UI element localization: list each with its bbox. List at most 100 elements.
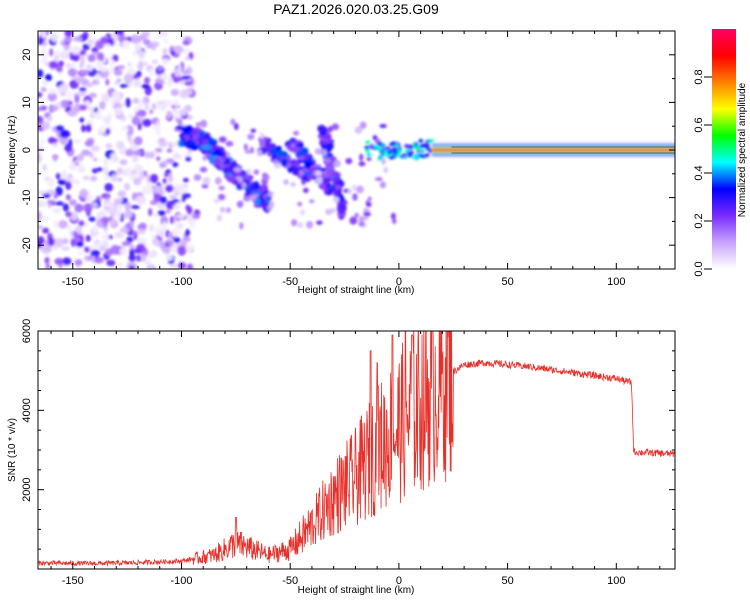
heatmap-cell <box>149 223 154 233</box>
heatmap-cell <box>156 100 166 106</box>
heatmap-cell <box>300 209 305 216</box>
heatmap-cell <box>142 118 152 127</box>
y-tick-label: 4000 <box>21 398 33 422</box>
heatmap-cell <box>255 198 261 206</box>
heatmap-cell <box>359 121 367 130</box>
heatmap-blobs <box>38 31 434 269</box>
heatmap-cell <box>74 259 83 266</box>
heatmap-cell <box>377 142 383 147</box>
heatmap-cell <box>119 83 129 88</box>
heatmap-cell <box>161 58 170 66</box>
heatmap-cell <box>383 149 389 154</box>
heatmap-cell <box>162 47 168 56</box>
heatmap-cell <box>57 85 63 94</box>
heatmap-cell <box>48 88 57 95</box>
heatmap-cell <box>41 31 47 39</box>
x-tick-label: -100 <box>170 276 192 288</box>
heatmap-cell <box>128 254 137 262</box>
heatmap-cell <box>65 194 71 201</box>
heatmap-cell <box>283 179 289 185</box>
heatmap-cell <box>418 138 424 143</box>
heatmap-cell <box>316 220 323 225</box>
heatmap-cell <box>253 184 260 190</box>
heatmap-cell <box>181 192 191 199</box>
heatmap-cell <box>85 123 92 133</box>
heatmap-cell <box>38 69 44 78</box>
heatmap-cell <box>253 169 260 175</box>
heatmap-cell <box>76 154 84 162</box>
heatmap-cell <box>119 247 128 256</box>
heatmap-cell <box>134 43 143 52</box>
heatmap-cell <box>181 47 190 54</box>
heatmap-cell <box>158 229 165 238</box>
heatmap-cell <box>149 173 159 184</box>
heatmap-cell <box>175 125 185 130</box>
heatmap-cell <box>38 154 42 164</box>
heatmap-cell <box>113 103 123 108</box>
heatmap-cell <box>49 48 54 57</box>
heatmap-cell <box>366 152 372 157</box>
heatmap-cell <box>392 218 397 224</box>
heatmap-cell <box>116 77 122 83</box>
heatmap-cell <box>293 130 300 136</box>
heatmap-cell <box>148 151 155 159</box>
heatmap-cell <box>233 166 242 173</box>
heatmap-cell <box>151 103 157 110</box>
heatmap-cell <box>162 159 168 166</box>
x-tick-label: 50 <box>501 575 513 587</box>
heatmap-cell <box>38 115 44 125</box>
heatmap-cell <box>170 88 180 97</box>
heatmap-cell <box>38 262 42 268</box>
heatmap-cell <box>250 128 257 133</box>
heatmap-cell <box>269 147 277 156</box>
heatmap-cell <box>156 156 161 162</box>
heatmap-cell <box>214 177 222 185</box>
heatmap-cell <box>138 99 143 109</box>
heatmap-cell <box>57 179 67 185</box>
heatmap-cell <box>66 90 73 100</box>
heatmap-cell <box>363 216 369 221</box>
heatmap-cell <box>157 210 166 217</box>
heatmap-cell <box>169 263 178 269</box>
heatmap-cell <box>315 176 323 185</box>
heatmap-cell <box>125 166 132 174</box>
heatmap-cell <box>324 178 330 186</box>
heatmap-cell <box>138 172 145 181</box>
heatmap-cell <box>181 75 191 80</box>
heatmap-cell <box>181 70 188 76</box>
heatmap-cell <box>262 173 270 181</box>
heatmap-cell <box>379 181 386 189</box>
heatmap-cell <box>90 175 98 182</box>
heatmap-cell <box>40 48 47 54</box>
heatmap-cell <box>111 90 121 101</box>
heatmap-cell <box>217 193 226 201</box>
heatmap-cell <box>159 196 167 204</box>
heatmap-cell <box>73 179 80 185</box>
heatmap-cell <box>188 145 199 151</box>
heatmap-cell <box>377 147 383 152</box>
heatmap-cell <box>306 220 314 229</box>
heatmap-cell <box>58 219 68 229</box>
heatmap-cell <box>317 124 326 132</box>
heatmap-cell <box>121 125 127 132</box>
heatmap-cell <box>163 173 170 178</box>
heatmap-cell <box>132 97 140 104</box>
heatmap-cell <box>79 104 88 111</box>
heatmap-cell <box>38 200 47 208</box>
heatmap-cell <box>153 212 159 219</box>
heatmap-cell <box>185 156 192 162</box>
heatmap-cell <box>53 220 59 228</box>
heatmap-cell <box>365 140 371 145</box>
heatmap-cell <box>165 208 171 214</box>
heatmap-cell <box>243 174 251 180</box>
heatmap-cell <box>184 56 190 61</box>
heatmap-cell <box>82 175 90 181</box>
heatmap-cell <box>64 143 73 153</box>
heatmap-cell <box>397 149 403 154</box>
heatmap-cell <box>91 168 98 174</box>
heatmap-cell <box>148 68 154 77</box>
heatmap-cell <box>153 185 164 194</box>
heatmap-cell <box>110 244 121 255</box>
heatmap-cell <box>86 65 94 72</box>
heatmap-cell <box>352 193 358 201</box>
